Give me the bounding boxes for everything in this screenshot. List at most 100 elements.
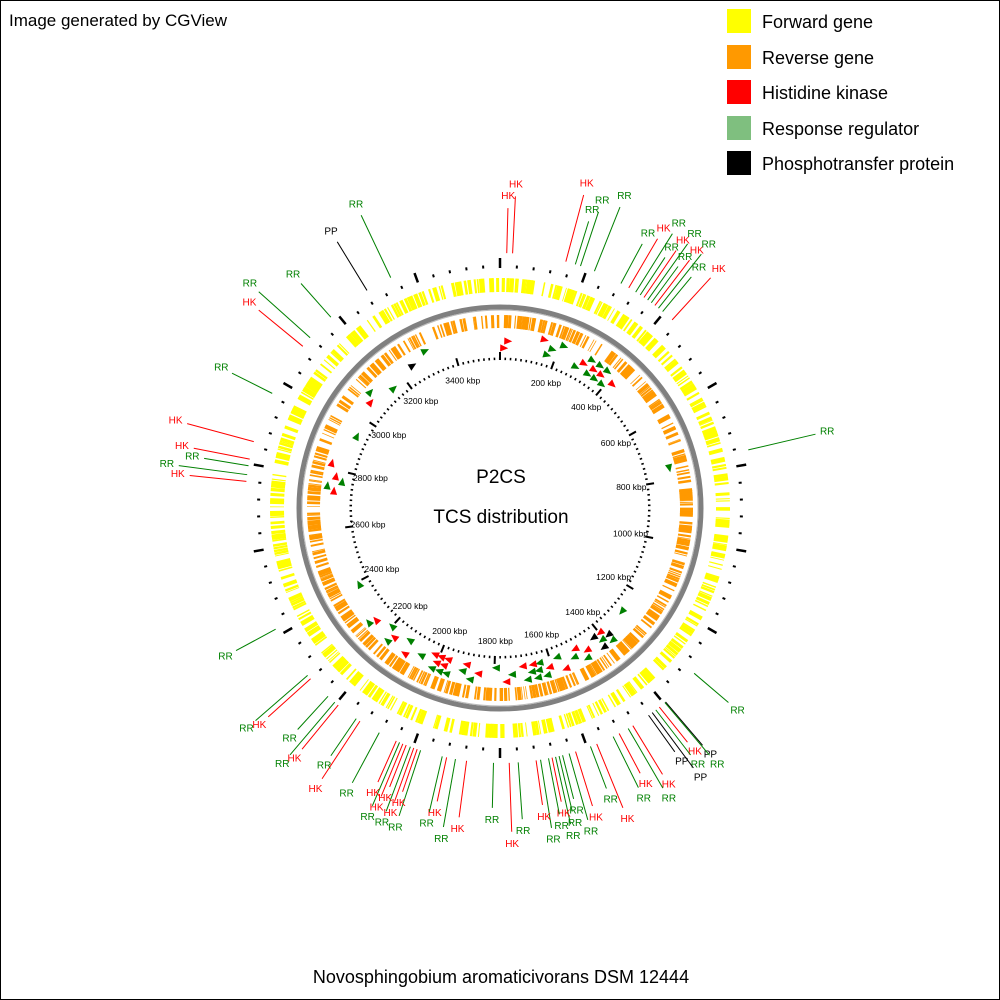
forward-gene	[438, 286, 444, 300]
feature-leader	[380, 743, 404, 797]
outer-tick	[253, 548, 264, 553]
ruler-tick	[628, 430, 637, 437]
reverse-gene	[675, 465, 689, 470]
ruler-tick	[578, 632, 582, 636]
ruler-tick	[356, 551, 359, 554]
outer-tick	[596, 726, 600, 731]
feature-leader	[654, 259, 690, 306]
forward-gene	[693, 405, 707, 414]
forward-gene	[578, 293, 586, 308]
ruler-tick	[591, 389, 595, 393]
ruler-tick	[641, 462, 644, 465]
forward-gene	[681, 382, 695, 393]
outer-tick	[268, 581, 273, 585]
reverse-gene	[679, 496, 693, 501]
ruler-tick	[440, 644, 446, 653]
forward-gene	[676, 375, 689, 385]
forward-gene	[677, 377, 691, 387]
feature-label-pp: PP	[694, 773, 708, 784]
forward-gene	[601, 698, 610, 712]
forward-gene	[601, 305, 612, 320]
ruler-tick	[635, 565, 639, 569]
reverse-gene	[623, 367, 636, 380]
forward-gene	[469, 722, 474, 737]
reverse-gene	[317, 567, 331, 575]
reverse-gene	[639, 386, 651, 396]
reverse-gene	[652, 602, 665, 611]
reverse-gene	[679, 494, 693, 499]
ruler-tick	[550, 646, 553, 650]
ruler-tick	[550, 361, 555, 370]
reverse-gene	[384, 652, 395, 665]
legend-label-pp: Phosphotransfer protein	[762, 154, 955, 174]
outer-tick	[330, 679, 335, 684]
forward-gene	[336, 344, 349, 356]
forward-gene	[664, 646, 677, 657]
reverse-gene	[326, 586, 339, 594]
feature-label-rr: RR	[419, 819, 433, 830]
reverse-gene	[647, 608, 661, 619]
reverse-gene	[407, 665, 415, 678]
forward-gene	[338, 343, 350, 354]
forward-gene	[443, 717, 451, 732]
outer-tick	[282, 626, 293, 635]
reverse-gene	[388, 655, 399, 668]
outer-tick	[282, 381, 293, 390]
forward-gene	[697, 591, 712, 601]
forward-gene	[308, 627, 322, 637]
credit-text: Image generated by CGView	[9, 11, 227, 30]
ruler-tick-label: 2800 kbp	[353, 473, 388, 483]
forward-gene	[620, 317, 630, 330]
ruler-tick	[583, 629, 586, 633]
reverse-gene	[544, 682, 549, 695]
feature-leader	[267, 678, 311, 718]
outer-tick	[640, 310, 644, 315]
feature-leader	[394, 747, 415, 802]
forward-gene	[700, 421, 715, 430]
feature-marker-hk	[462, 661, 472, 669]
outer-tick	[727, 581, 732, 585]
forward-gene	[378, 310, 390, 325]
reverse-gene	[668, 438, 681, 445]
forward-gene	[312, 633, 326, 645]
feature-label-hk: HK	[688, 747, 702, 758]
reverse-gene	[456, 683, 462, 697]
ruler-tick	[423, 635, 427, 639]
forward-gene	[301, 616, 315, 627]
feature-marker-pp	[605, 629, 614, 638]
forward-gene	[314, 636, 328, 646]
feature-leader	[648, 714, 676, 753]
forward-gene	[289, 414, 303, 422]
reverse-gene	[430, 675, 438, 689]
feature-label-hk: HK	[505, 839, 519, 850]
reverse-gene	[640, 618, 653, 629]
reverse-gene	[679, 488, 693, 492]
feature-leader	[508, 762, 513, 832]
outer-tick	[548, 742, 552, 746]
ruler-tick	[359, 452, 363, 456]
forward-gene	[599, 303, 609, 318]
forward-gene	[685, 618, 698, 627]
outer-tick	[318, 667, 323, 672]
feature-leader	[371, 742, 400, 806]
ruler-tick	[631, 575, 635, 578]
reverse-gene	[307, 524, 321, 528]
feature-label-rr: RR	[388, 822, 402, 833]
reverse-gene	[355, 378, 367, 389]
outer-tick	[281, 612, 285, 616]
feature-leader	[568, 753, 589, 821]
ruler-tick	[645, 535, 654, 540]
reverse-gene	[668, 439, 682, 446]
forward-gene	[288, 592, 303, 602]
feature-leader	[428, 756, 443, 813]
forward-gene	[270, 492, 285, 497]
feature-label-rr: RR	[317, 761, 331, 772]
forward-gene	[345, 334, 359, 348]
forward-gene	[432, 287, 441, 302]
reverse-gene	[508, 687, 510, 701]
feature-label-hk: HK	[392, 798, 406, 809]
forward-gene	[508, 278, 514, 293]
feature-leader	[620, 243, 643, 284]
reverse-gene	[514, 315, 517, 329]
reverse-gene	[531, 684, 537, 699]
